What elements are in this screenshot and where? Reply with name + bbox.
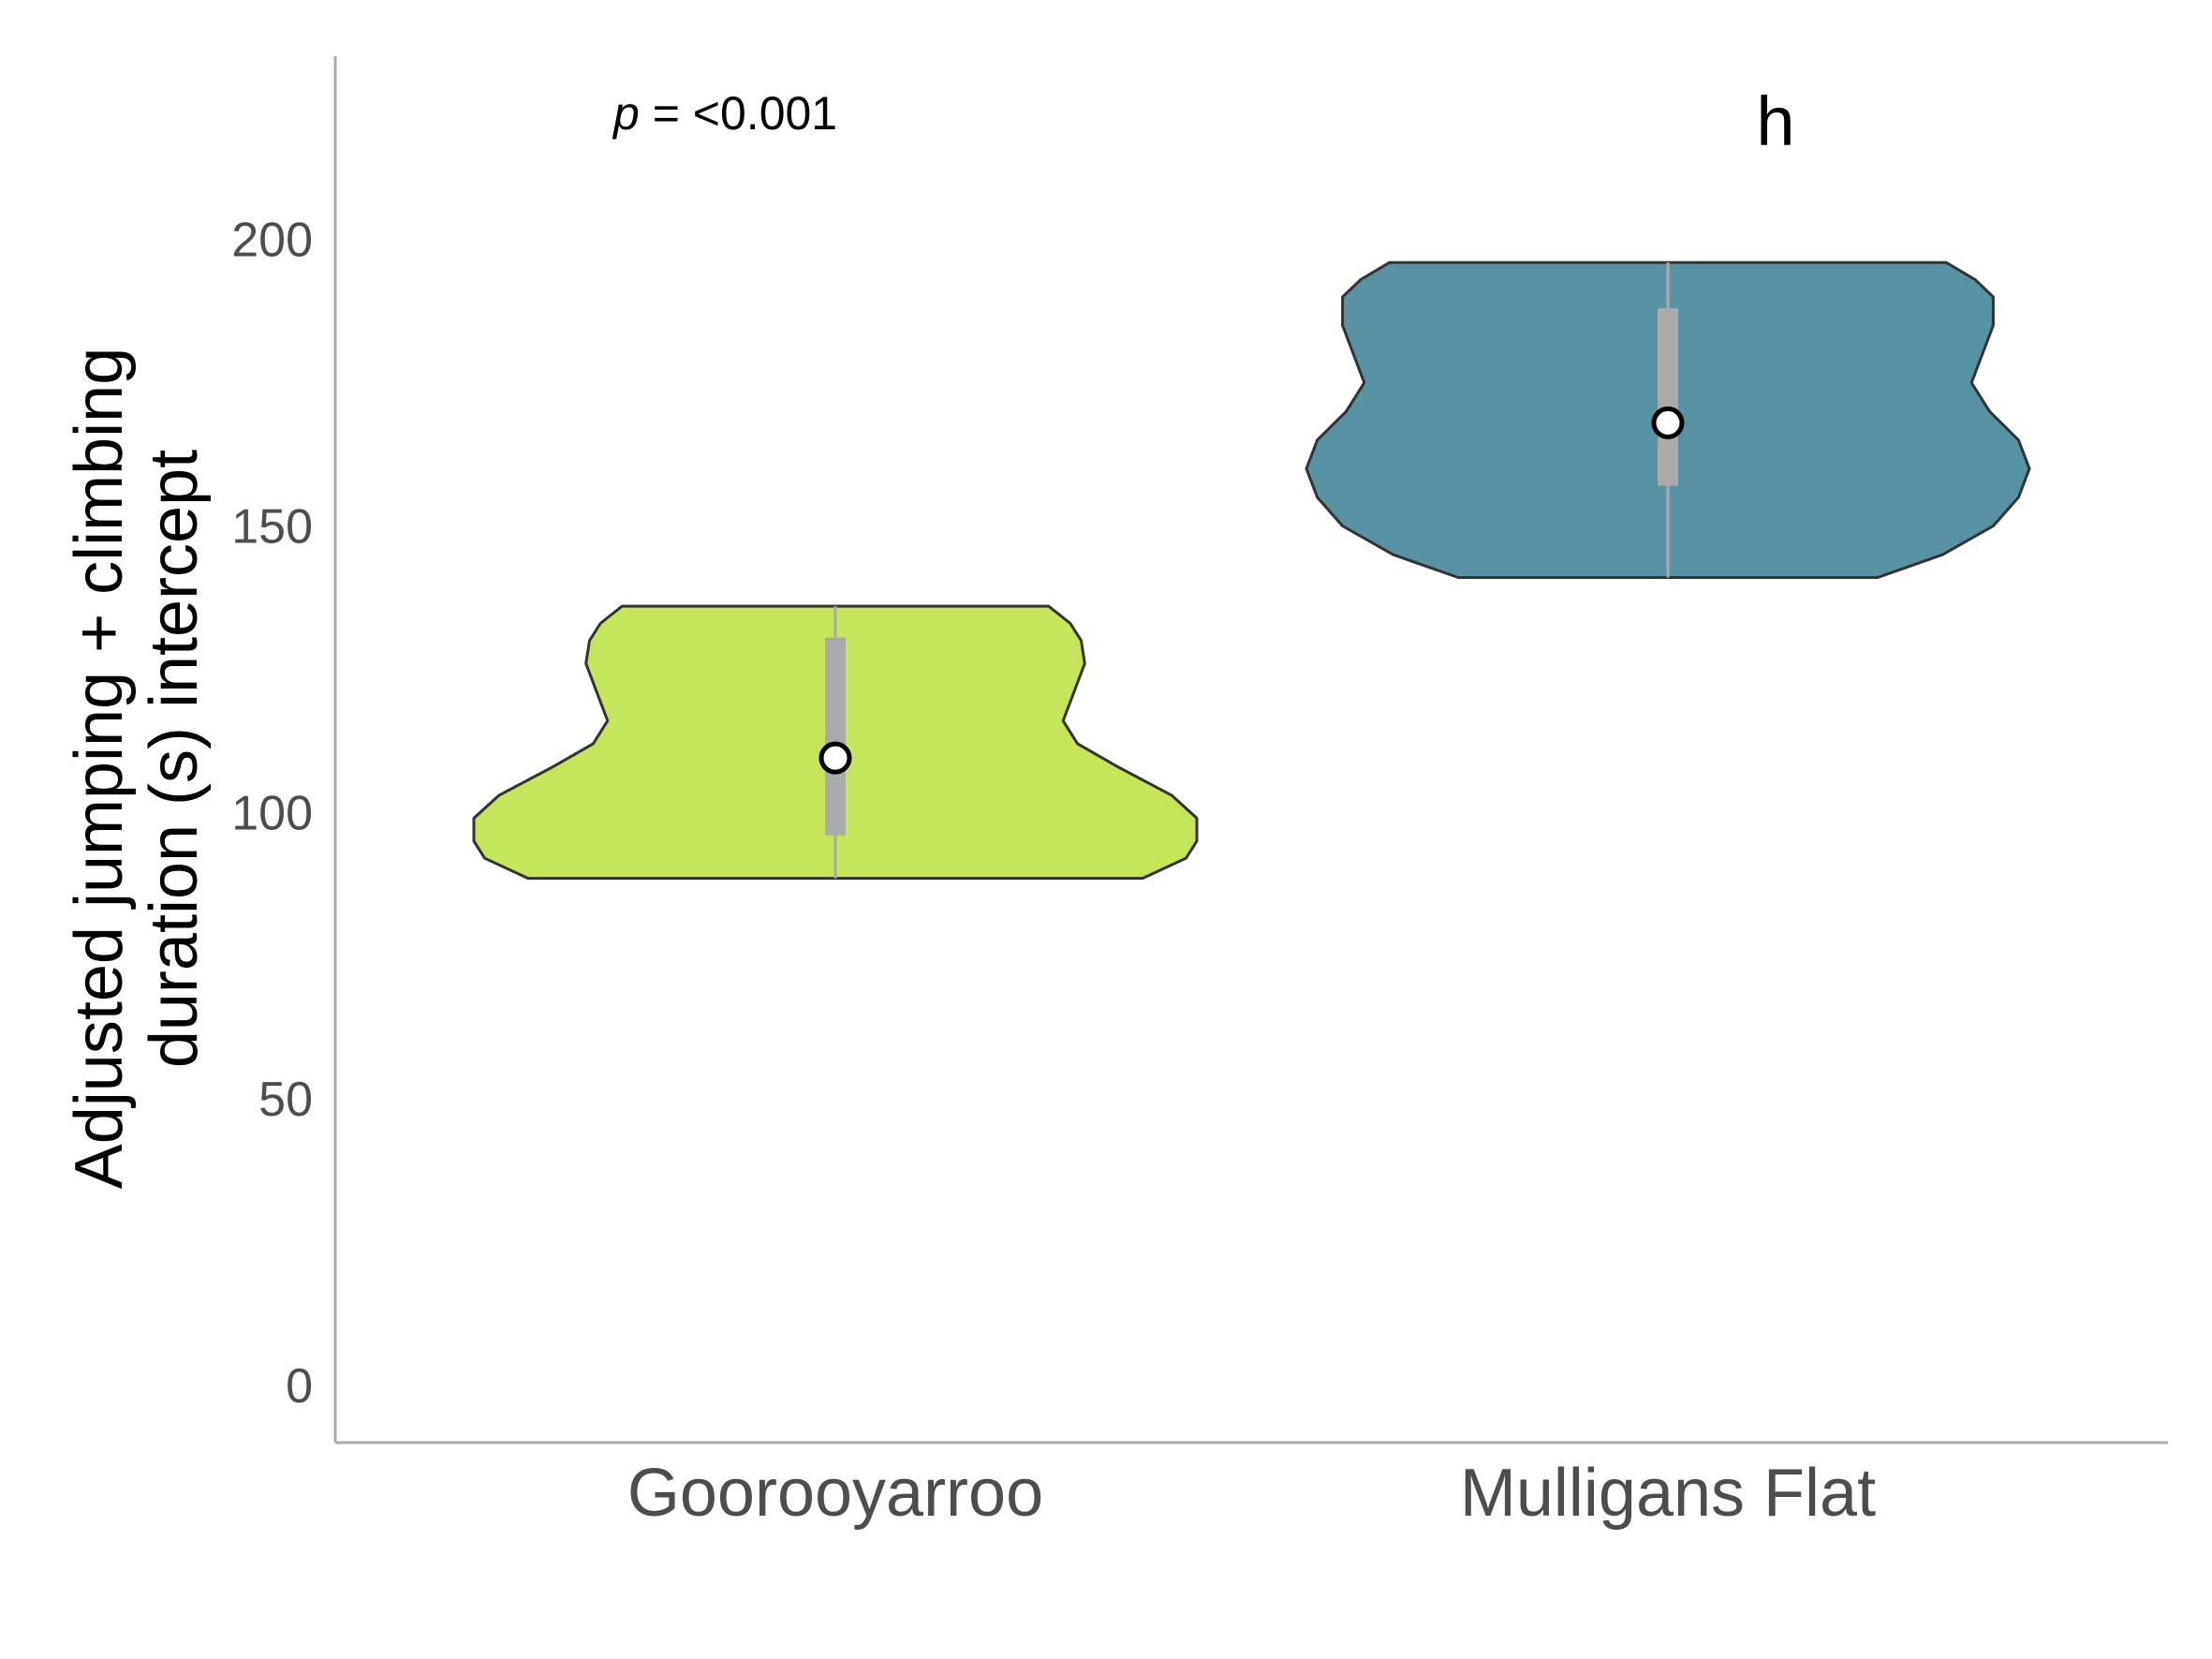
y-tick-label-150: 150 (231, 499, 313, 554)
panel-label: h (1756, 82, 1794, 160)
y-axis-title-line-1: Adjusted jumping + climbing (62, 348, 137, 1190)
mean-point-1 (818, 741, 852, 775)
y-tick-label-0: 0 (286, 1359, 313, 1414)
p-symbol: p (612, 87, 640, 140)
y-tick-label-50: 50 (258, 1073, 313, 1127)
iqr-box-2 (1658, 308, 1678, 486)
x-category-label-2: Mulligans Flat (1460, 1456, 1876, 1531)
violins-layer (472, 260, 2031, 881)
mean-point-2 (1651, 406, 1685, 439)
mean-layer (818, 406, 1685, 775)
y-tick-label-200: 200 (231, 214, 313, 268)
x-category-labels: Goorooyarroo Mulligans Flat (627, 1456, 1876, 1531)
x-category-label-1: Goorooyarroo (627, 1456, 1043, 1531)
y-tick-label-100: 100 (231, 786, 313, 840)
y-axis-title: Adjusted jumping + climbing duration (s)… (62, 329, 212, 1190)
y-tick-labels: 0 50 100 150 200 (231, 214, 313, 1414)
p-value-text: = <0.001 (640, 87, 837, 140)
y-axis-title-line-2: duration (s) intercept (137, 450, 212, 1068)
iqr-box-1 (825, 637, 846, 836)
p-value-annotation: p = <0.001 (612, 87, 837, 140)
